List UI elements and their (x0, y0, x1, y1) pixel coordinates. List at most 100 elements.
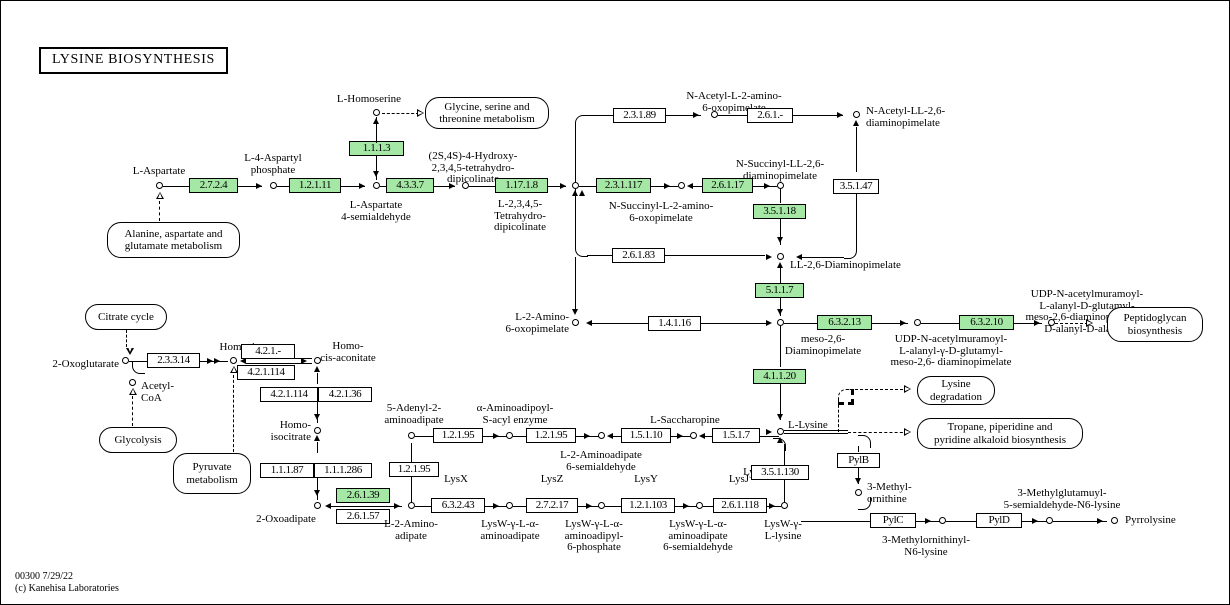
node-l-4-aspartyl-phosphate[interactable] (270, 182, 277, 189)
edge (411, 472, 412, 502)
edge (587, 255, 612, 256)
pathway-link-peptidoglycan[interactable]: Peptidoglycan biosynthesis (1107, 307, 1203, 342)
enzyme-1-1-1-286[interactable]: 1.1.1.286 (314, 463, 372, 478)
node-homo-isocitrate[interactable] (314, 427, 321, 434)
node-2-oxoglutarate[interactable] (122, 357, 129, 364)
enzyme-4-2-1-114-a[interactable]: 4.2.1.114 (237, 365, 295, 380)
enzyme-2-6-1-39[interactable]: 2.6.1.39 (336, 488, 390, 503)
enzyme-1-1-1-87[interactable]: 1.1.1.87 (260, 463, 314, 478)
node-tetrahydrodipicolinate[interactable] (572, 182, 579, 189)
enzyme-3-5-1-18[interactable]: 3.5.1.18 (753, 204, 806, 219)
enzyme-1-17-1-8[interactable]: 1.17.1.8 (495, 178, 548, 193)
edge (317, 373, 318, 384)
edge (705, 436, 712, 437)
enzyme-6-3-2-13[interactable]: 6.3.2.13 (817, 315, 872, 330)
node-homo-cis-aconitate[interactable] (314, 357, 321, 364)
node-n-acetyl-l-2-amino-6-oxopimelate[interactable] (711, 111, 718, 118)
enzyme-5-1-1-7[interactable]: 5.1.1.7 (755, 283, 804, 298)
pathway-link-glycolysis[interactable]: Glycolysis (99, 427, 177, 453)
enzyme-4-2-1-dash[interactable]: 4.2.1.- (241, 344, 295, 359)
node-udp-murnac-pentapeptide[interactable] (1048, 319, 1055, 326)
enzyme-1-1-1-3[interactable]: 1.1.1.3 (349, 141, 404, 156)
enzyme-2-7-2-17[interactable]: 2.7.2.17 (526, 498, 578, 513)
node-n-acetyl-ll-26-diaminopimelate[interactable] (853, 111, 860, 118)
node-3-methylornithine[interactable] (855, 489, 862, 496)
enzyme-1-2-1-11[interactable]: 1.2.1.11 (289, 178, 341, 193)
pathway-link-tropane[interactable]: Tropane, piperidine and pyridine alkaloi… (917, 418, 1083, 449)
enzyme-2-6-1-57[interactable]: 2.6.1.57 (336, 509, 390, 524)
arrowhead-icon (240, 357, 246, 364)
node-l-2-aminoadipate-6-semialdehyde[interactable] (598, 432, 605, 439)
edge (576, 436, 604, 437)
pathway-link-lysine-degradation[interactable]: Lysine degradation (917, 376, 995, 405)
enzyme-2-6-1-17[interactable]: 2.6.1.17 (702, 178, 753, 193)
node-n-succinyl-l-2-amino-6-oxopimelate[interactable] (678, 182, 685, 189)
edge (575, 189, 576, 244)
enzyme-6-3-2-43[interactable]: 6.3.2.43 (431, 498, 485, 513)
node-l-2-aminoadipate[interactable] (408, 502, 415, 509)
arrowhead-icon (449, 182, 455, 189)
node-lysw-aminoadipate[interactable] (506, 502, 513, 509)
enzyme-1-2-1-103[interactable]: 1.2.1.103 (621, 498, 675, 513)
node-hydroxy-tetrahydrodipicolinate[interactable] (462, 182, 469, 189)
enzyme-1-2-1-95-a[interactable]: 1.2.1.95 (433, 428, 483, 443)
edge (376, 127, 377, 143)
gene-pylb[interactable]: PylB (837, 453, 880, 468)
node-pyrrolysine[interactable] (1111, 517, 1118, 524)
edge (376, 156, 377, 180)
enzyme-1-5-1-7[interactable]: 1.5.1.7 (712, 428, 760, 443)
enzyme-1-4-1-16[interactable]: 1.4.1.16 (648, 316, 701, 331)
node-l-homoserine[interactable] (373, 109, 380, 116)
node-acetyl-coa[interactable] (129, 379, 136, 386)
node-l-2-amino-6-oxopimelate[interactable] (572, 319, 579, 326)
enzyme-2-3-3-14[interactable]: 2.3.3.14 (147, 353, 200, 368)
enzyme-4-1-1-20[interactable]: 4.1.1.20 (753, 369, 806, 384)
enzyme-2-7-2-4[interactable]: 2.7.2.4 (189, 178, 238, 193)
enzyme-2-6-1-118[interactable]: 2.6.1.118 (713, 498, 767, 513)
node-lysw-l-lysine[interactable] (781, 502, 788, 509)
enzyme-2-6-1-83[interactable]: 2.6.1.83 (612, 248, 665, 263)
node-lysw-aminoadipyl-6-phosphate[interactable] (598, 502, 605, 509)
node-3-methylglutamuyl-semialdehyde-n6-lysine[interactable] (1046, 517, 1053, 524)
gene-pyld[interactable]: PylD (976, 513, 1022, 528)
enzyme-2-6-1-dash[interactable]: 2.6.1.- (747, 108, 793, 123)
arrowhead-open-icon (904, 385, 911, 393)
node-l-aspartate[interactable] (156, 182, 163, 189)
pathway-link-citrate-cycle[interactable]: Citrate cycle (85, 304, 167, 330)
enzyme-2-3-1-89[interactable]: 2.3.1.89 (613, 108, 666, 123)
node-ll-26-diaminopimelate[interactable] (777, 253, 784, 260)
arrowhead-icon (677, 432, 683, 439)
node-5-adenyl-2-aminoadipate[interactable] (408, 432, 415, 439)
gene-pylc[interactable]: PylC (870, 513, 916, 528)
arrowhead-open-icon (126, 347, 134, 355)
node-homocitrate[interactable] (230, 357, 237, 364)
node-2-oxoadipate[interactable] (314, 502, 321, 509)
edge (1053, 521, 1107, 522)
enzyme-2-3-1-117[interactable]: 2.3.1.117 (596, 178, 651, 193)
node-l-saccharopine[interactable] (690, 432, 697, 439)
node-lysw-aminoadipate-6-semialdehyde[interactable] (696, 502, 703, 509)
enzyme-6-3-2-10[interactable]: 6.3.2.10 (959, 315, 1014, 330)
enzyme-3-5-1-47[interactable]: 3.5.1.47 (833, 179, 879, 194)
enzyme-4-2-1-36[interactable]: 4.2.1.36 (318, 387, 372, 402)
node-l-aspartate-4-semialdehyde[interactable] (373, 182, 380, 189)
pathway-link-ala-asp-glu[interactable]: Alanine, aspartate and glutamate metabol… (107, 222, 240, 258)
edge (801, 257, 844, 258)
enzyme-4-3-3-7[interactable]: 4.3.3.7 (386, 178, 434, 193)
enzyme-1-2-1-95-b[interactable]: 1.2.1.95 (526, 428, 576, 443)
node-udp-murnac-tripeptide[interactable] (914, 319, 921, 326)
pathway-link-gly-ser-thr[interactable]: Glycine, serine and threonine metabolism (425, 97, 549, 129)
node-l-lysine[interactable] (777, 428, 784, 435)
node-3-methylornithinyl-n6-lysine[interactable] (939, 517, 946, 524)
node-n-succinyl-ll-26-diaminopimelate[interactable] (777, 182, 784, 189)
enzyme-1-2-1-95-vertical[interactable]: 1.2.1.95 (389, 462, 439, 477)
node-meso-26-diaminopimelate[interactable] (777, 319, 784, 326)
enzyme-3-5-1-130[interactable]: 3.5.1.130 (751, 465, 809, 480)
enzyme-1-5-1-10[interactable]: 1.5.1.10 (621, 428, 671, 443)
node-alpha-aminoadipoyl-s-acyl-enzyme[interactable] (506, 432, 513, 439)
edge (513, 436, 526, 437)
edge (784, 444, 785, 465)
enzyme-4-2-1-114-b[interactable]: 4.2.1.114 (260, 387, 318, 402)
arrowhead-icon (586, 502, 592, 509)
pathway-link-pyruvate[interactable]: Pyruvate metabolism (173, 453, 251, 494)
